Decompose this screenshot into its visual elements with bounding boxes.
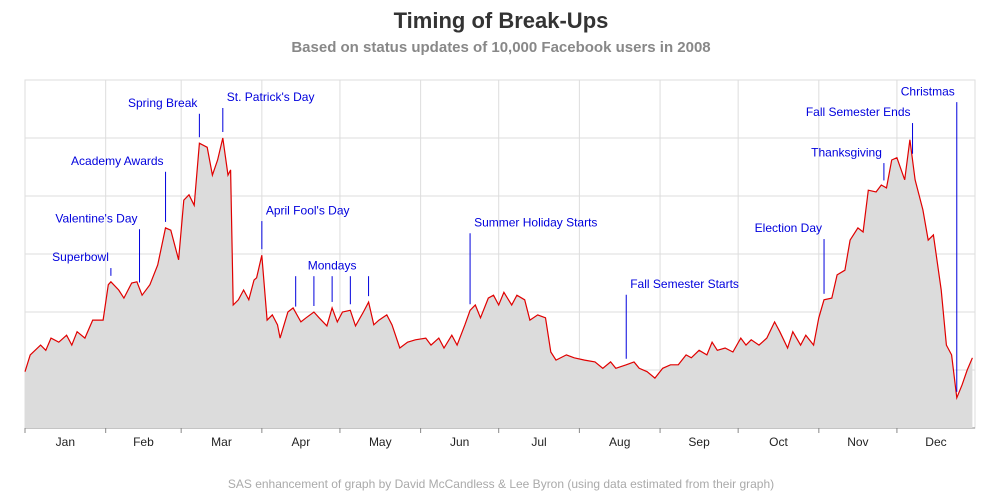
x-tick-label: Oct xyxy=(769,435,788,449)
annotation-label: Academy Awards xyxy=(71,154,164,168)
annotation-label: April Fool's Day xyxy=(266,203,350,217)
annotation-label: Fall Semester Starts xyxy=(630,277,739,291)
annotation-label: Fall Semester Ends xyxy=(806,105,911,119)
annotation-label: Spring Break xyxy=(128,96,198,110)
annotation-label: Thanksgiving xyxy=(811,145,882,159)
x-tick-label: Dec xyxy=(925,435,946,449)
annotation-label: St. Patrick's Day xyxy=(227,90,315,104)
x-tick-label: Jan xyxy=(56,435,75,449)
x-tick-label: Mar xyxy=(211,435,232,449)
x-tick-label: Jul xyxy=(531,435,546,449)
line xyxy=(24,137,973,401)
annotation-label: Mondays xyxy=(308,258,357,272)
x-tick-label: Feb xyxy=(133,435,154,449)
x-tick-label: May xyxy=(369,435,392,449)
annotation-label: Superbowl xyxy=(52,250,109,264)
chart-title: Timing of Break-Ups xyxy=(394,8,609,33)
annotation-label: Election Day xyxy=(755,221,822,235)
annotation-label: Valentine's Day xyxy=(55,211,137,225)
x-tick-label: Aug xyxy=(609,435,630,449)
footnote: SAS enhancement of graph by David McCand… xyxy=(228,477,774,491)
x-tick-label: Nov xyxy=(847,435,868,449)
annotation-label: Christmas xyxy=(901,84,955,98)
x-tick-label: Jun xyxy=(450,435,469,449)
area xyxy=(25,138,973,428)
x-tick-label: Apr xyxy=(292,435,311,449)
x-tick-label: Sep xyxy=(688,435,710,449)
annotation-label: Summer Holiday Starts xyxy=(474,215,597,229)
chart-subtitle: Based on status updates of 10,000 Facebo… xyxy=(291,39,710,56)
